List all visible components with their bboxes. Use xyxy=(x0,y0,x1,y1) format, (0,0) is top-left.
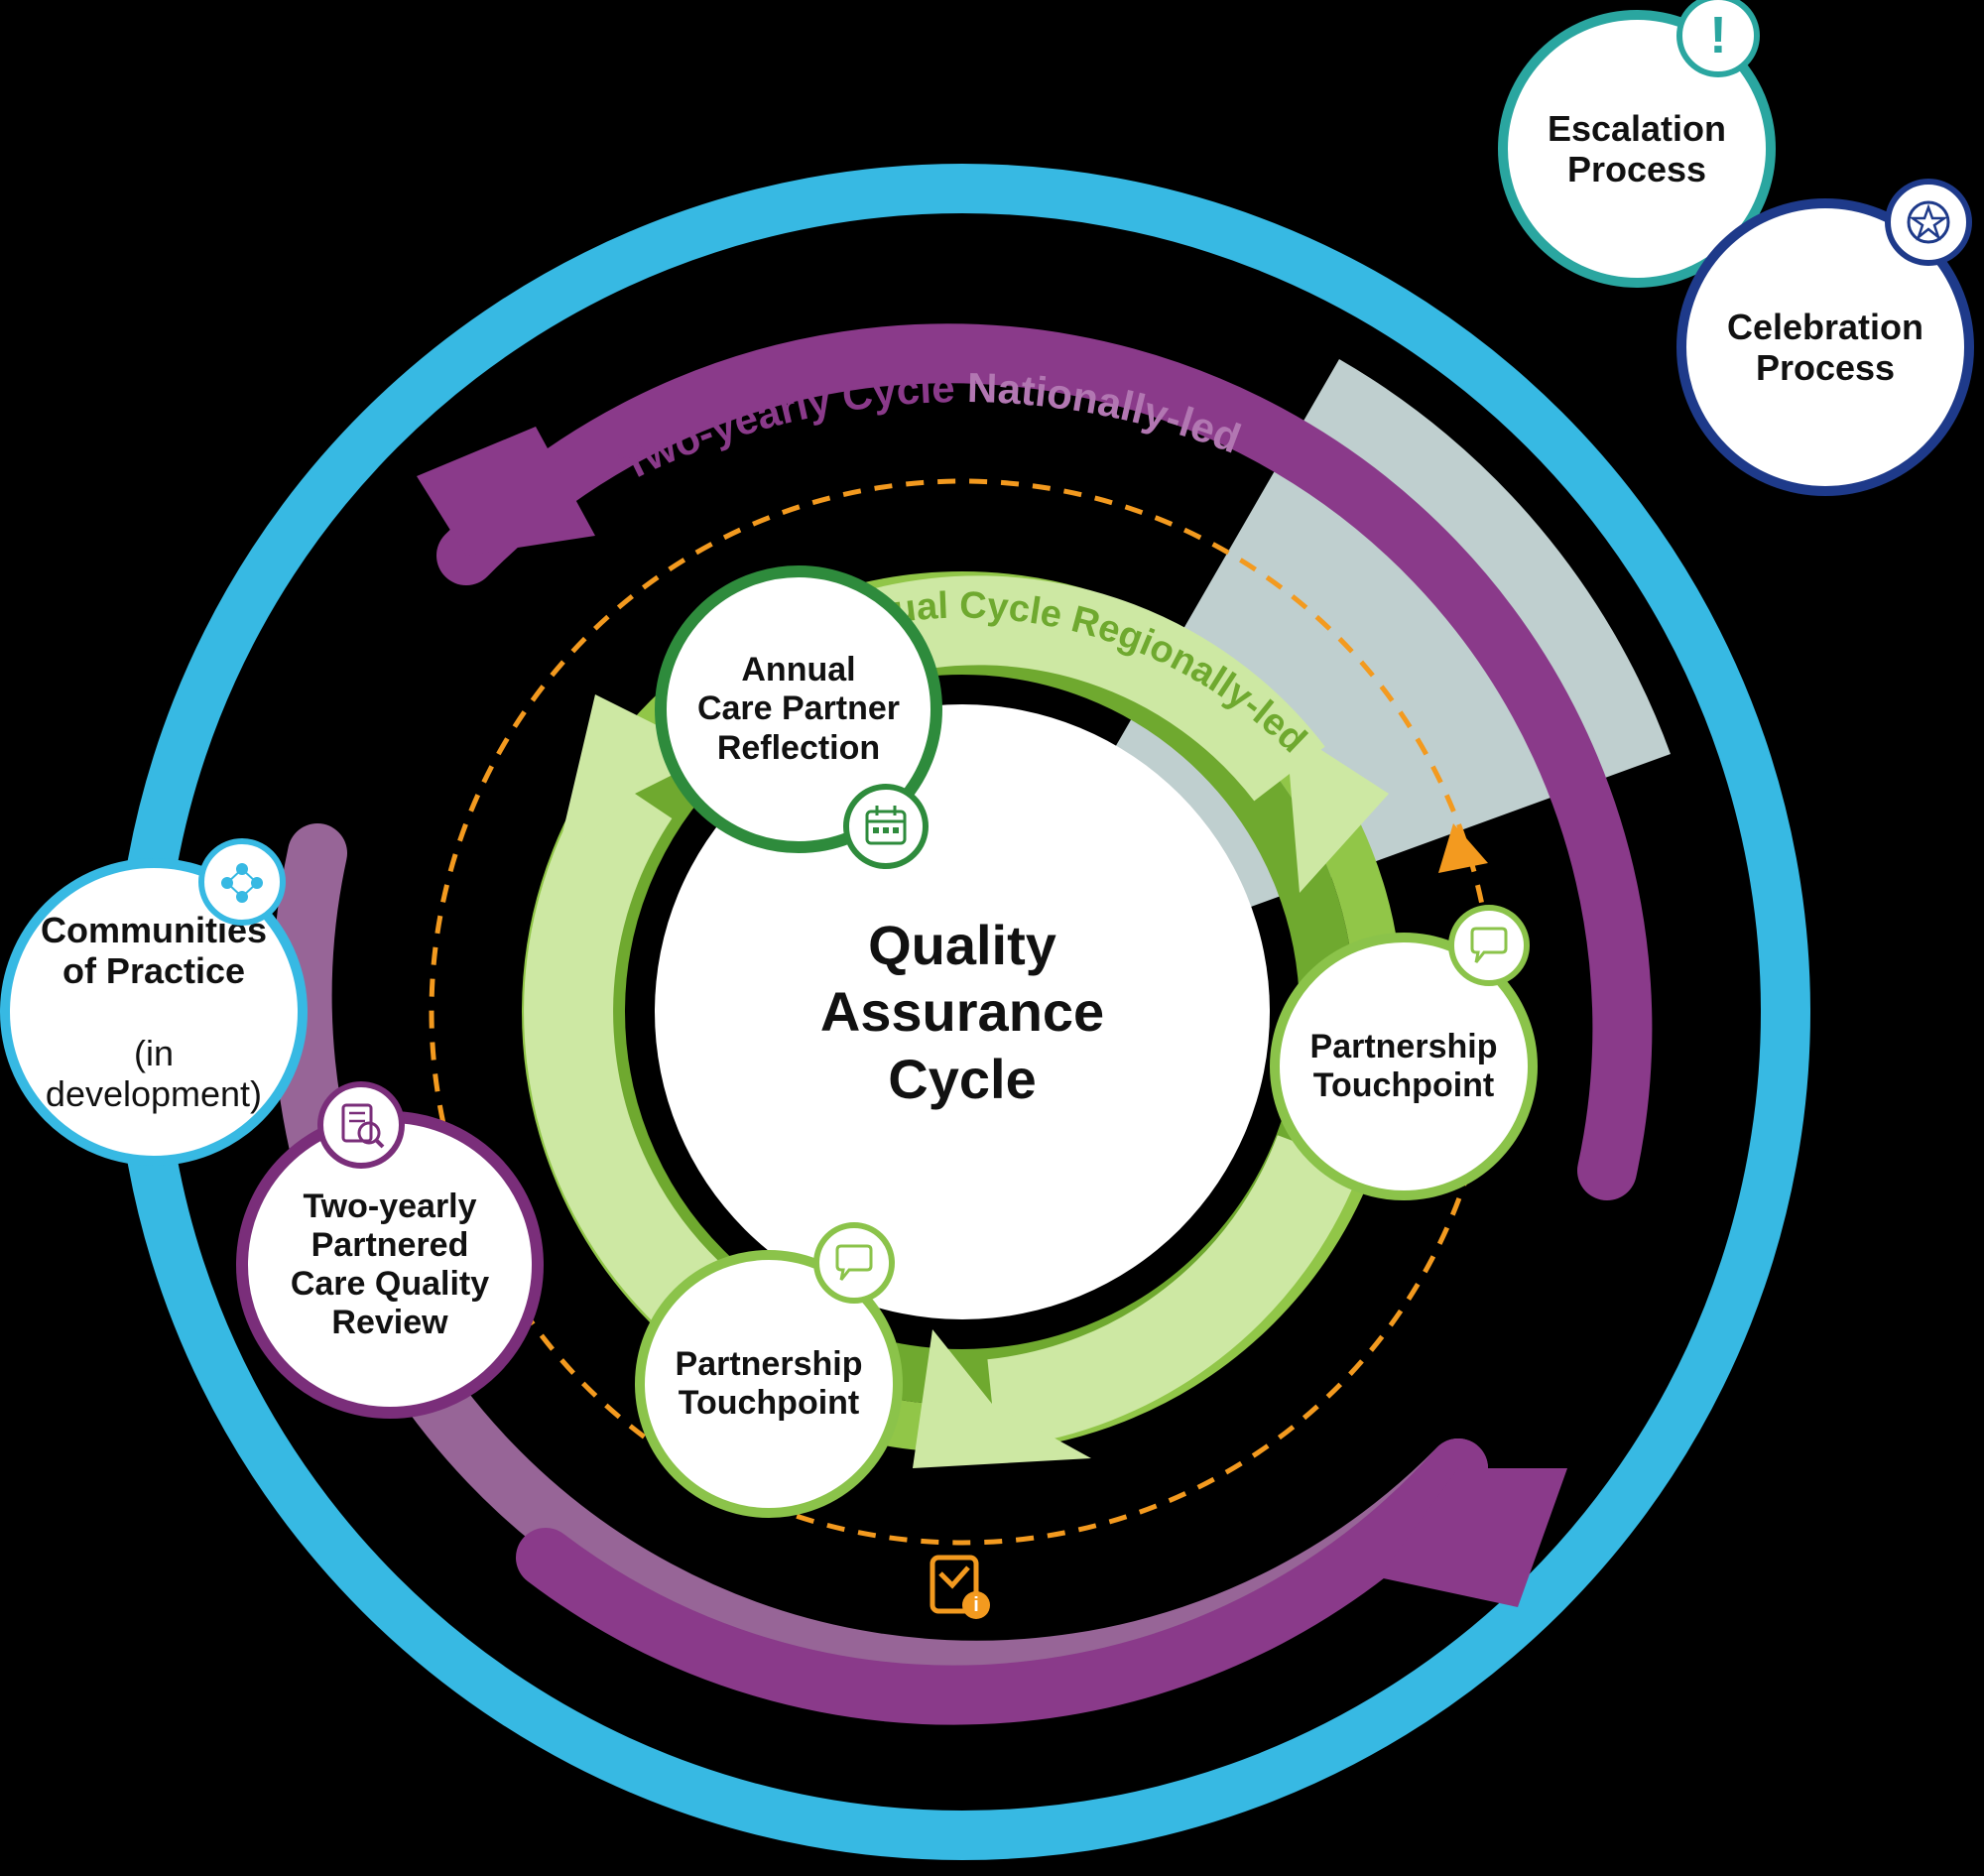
chat-icon-bottom xyxy=(813,1222,895,1304)
center-line1: Quality xyxy=(868,914,1056,976)
svg-text:i: i xyxy=(973,1594,979,1616)
bubble-touchright-label: PartnershipTouchpoint xyxy=(1310,1028,1498,1105)
bubble-annual-label: AnnualCare PartnerReflection xyxy=(697,651,900,767)
calendar-icon xyxy=(843,784,929,869)
bubble-escalation-label: EscalationProcess xyxy=(1548,108,1726,190)
diagram-stage: Two-yearly Cycle Nationally-led Annual C… xyxy=(0,0,1984,1876)
bubble-communities-light: (in development) xyxy=(28,1033,280,1115)
bubble-twoyearly-label: Two-yearlyPartneredCare QualityReview xyxy=(291,1188,489,1342)
star-icon xyxy=(1885,179,1972,266)
bubble-celebration-label: CelebrationProcess xyxy=(1727,307,1923,389)
center-line2: Assurance xyxy=(820,980,1104,1043)
people-icon xyxy=(198,838,286,926)
bubble-touchbottom-label: PartnershipTouchpoint xyxy=(676,1345,863,1423)
center-line3: Cycle xyxy=(888,1048,1036,1110)
chat-icon-right xyxy=(1448,905,1530,986)
dashed-bottom-icon: i xyxy=(932,1558,990,1619)
doc-search-icon xyxy=(317,1081,405,1169)
